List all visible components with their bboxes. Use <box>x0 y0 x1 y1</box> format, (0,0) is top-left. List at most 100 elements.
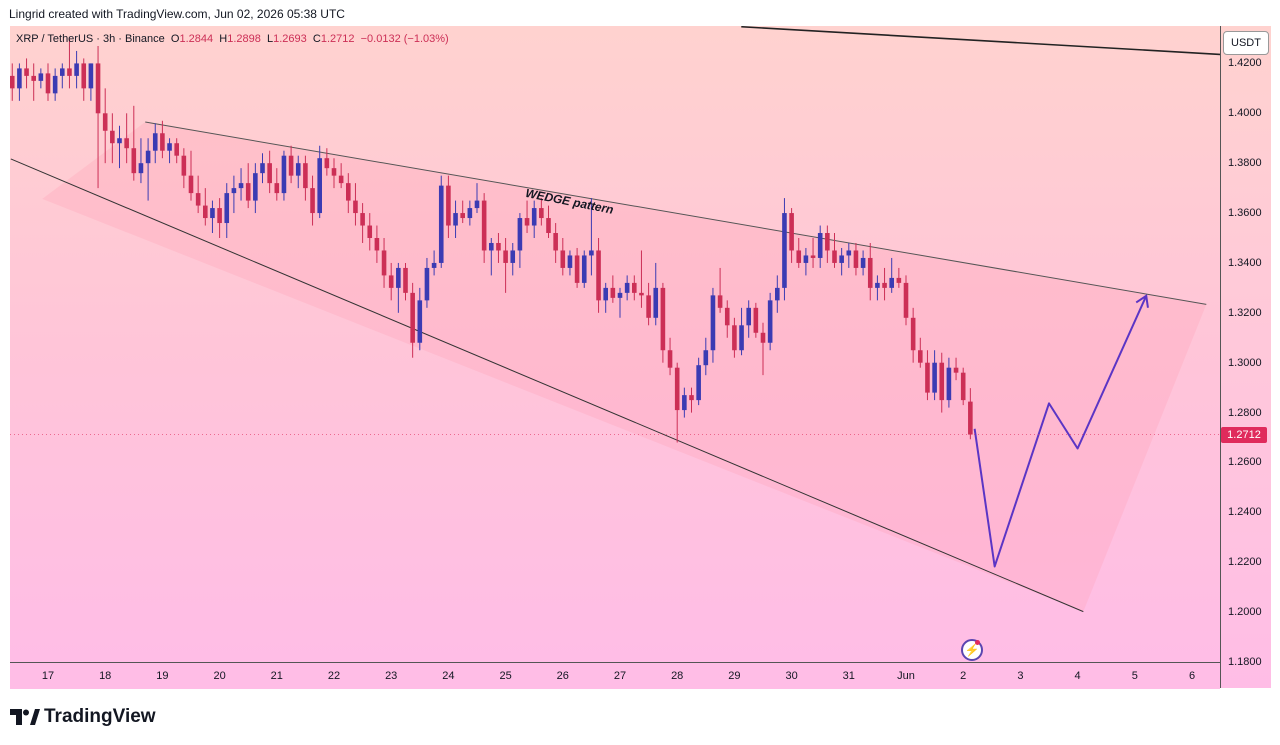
time-tick-label: 30 <box>785 670 798 682</box>
candle-body <box>374 238 380 251</box>
tradingview-logo[interactable]: TradingView <box>10 706 156 728</box>
candle-body <box>88 63 94 89</box>
candle-body <box>95 63 101 114</box>
time-tick-label: 31 <box>842 670 855 682</box>
candle-body <box>474 200 480 209</box>
time-tick-label: 25 <box>499 670 512 682</box>
candle-body <box>117 138 122 144</box>
candle-body <box>567 255 573 268</box>
candle-body <box>889 277 894 288</box>
candle-body <box>52 75 58 94</box>
candle-body <box>775 287 780 301</box>
candle-body <box>853 250 859 268</box>
candle-body <box>524 218 530 226</box>
candle-body <box>810 255 816 258</box>
candle-body <box>17 68 22 89</box>
price-tick-label: 1.2600 <box>1228 456 1262 469</box>
high-value: 1.2898 <box>227 33 261 45</box>
time-tick-label: 27 <box>613 670 627 682</box>
time-tick-label: 21 <box>270 670 283 682</box>
time-tick-label: 17 <box>41 670 55 682</box>
candle-body <box>960 372 966 401</box>
price-axis[interactable]: 1.4200 1.4000 1.3800 1.3600 1.3400 1.3200 1.30… <box>1220 26 1271 688</box>
candle-body <box>553 233 558 251</box>
wedge-upper-trendline <box>145 121 1207 305</box>
candle-body <box>539 208 544 219</box>
candle-body <box>245 183 251 201</box>
price-tick-label: 1.3200 <box>1228 306 1262 319</box>
wedge-lower-trendline <box>10 158 1084 613</box>
candle-body <box>832 250 837 263</box>
candle-body <box>767 300 773 343</box>
candle-body <box>281 155 287 194</box>
candle-body <box>346 183 351 201</box>
candle-body <box>496 242 501 251</box>
candle-body <box>867 257 873 288</box>
candle-body <box>746 307 751 326</box>
candle-body <box>918 350 923 363</box>
candle-body <box>882 282 887 288</box>
candle-body <box>646 295 651 318</box>
candle-body <box>31 75 36 81</box>
symbol-info[interactable]: XRP / TetherUS · 3h · Binance <box>16 33 165 45</box>
candle-body <box>453 213 458 226</box>
candle-body <box>295 163 301 176</box>
candle-body <box>167 143 172 151</box>
price-tick-label: 1.2200 <box>1228 556 1262 569</box>
candle-body <box>596 250 601 301</box>
candle-body <box>403 267 408 293</box>
candle-body <box>839 255 844 263</box>
candle-body <box>782 213 787 288</box>
candle-body <box>324 158 330 169</box>
candle-body <box>360 213 365 226</box>
candle-body <box>353 200 358 214</box>
candle-body <box>138 163 144 174</box>
candle-body <box>674 367 680 411</box>
candle-body <box>203 205 208 219</box>
candle-body <box>581 255 587 283</box>
candle-body <box>903 282 909 318</box>
time-tick-label: 19 <box>156 670 169 682</box>
candle-body <box>124 138 129 149</box>
candle-body <box>10 75 15 89</box>
candle-body <box>689 395 694 401</box>
chart-plot-area[interactable] <box>10 26 1220 662</box>
candle-body <box>667 350 673 368</box>
candle-body <box>274 183 280 194</box>
candle-body <box>338 175 344 184</box>
candle-body <box>160 133 165 151</box>
candle-body <box>367 225 373 238</box>
low-value: 1.2693 <box>273 33 307 45</box>
candle-body <box>825 233 830 251</box>
price-tick-label: 1.2800 <box>1228 406 1262 419</box>
candle-body <box>417 300 423 343</box>
candle-body <box>331 168 337 176</box>
candle-body <box>932 362 937 393</box>
candle-body <box>24 68 29 76</box>
candle-body <box>925 362 930 393</box>
candle-body <box>753 307 759 333</box>
time-axis[interactable]: 17 18 19 20 21 22 23 24 25 26 27 28 29 30 31 Jun 2 3 4 5 6 <box>10 662 1220 689</box>
top-attribution-bar: Lingrid created with TradingView.com, Ju… <box>0 0 1280 26</box>
open-label: O <box>170 33 180 45</box>
candle-body <box>703 350 709 366</box>
candle-body <box>110 130 115 144</box>
candle-body <box>724 307 730 326</box>
candle-body <box>739 325 744 351</box>
projection-arrowhead <box>1135 294 1149 308</box>
candle-body <box>67 68 72 76</box>
candle-body <box>875 282 880 288</box>
candle-body <box>760 332 766 343</box>
candle-body <box>789 213 794 251</box>
candle-body <box>81 63 87 89</box>
time-tick-label: 26 <box>556 670 569 682</box>
candle-body <box>431 262 437 268</box>
price-tick-label: 1.1800 <box>1228 656 1262 668</box>
candle-body <box>603 287 608 301</box>
chart-svg <box>10 26 1220 613</box>
candle-body <box>574 255 580 283</box>
currency-button[interactable]: USDT <box>1223 31 1269 55</box>
candle-body <box>939 362 945 401</box>
candle-body <box>145 150 151 164</box>
projection-path <box>973 295 1148 568</box>
